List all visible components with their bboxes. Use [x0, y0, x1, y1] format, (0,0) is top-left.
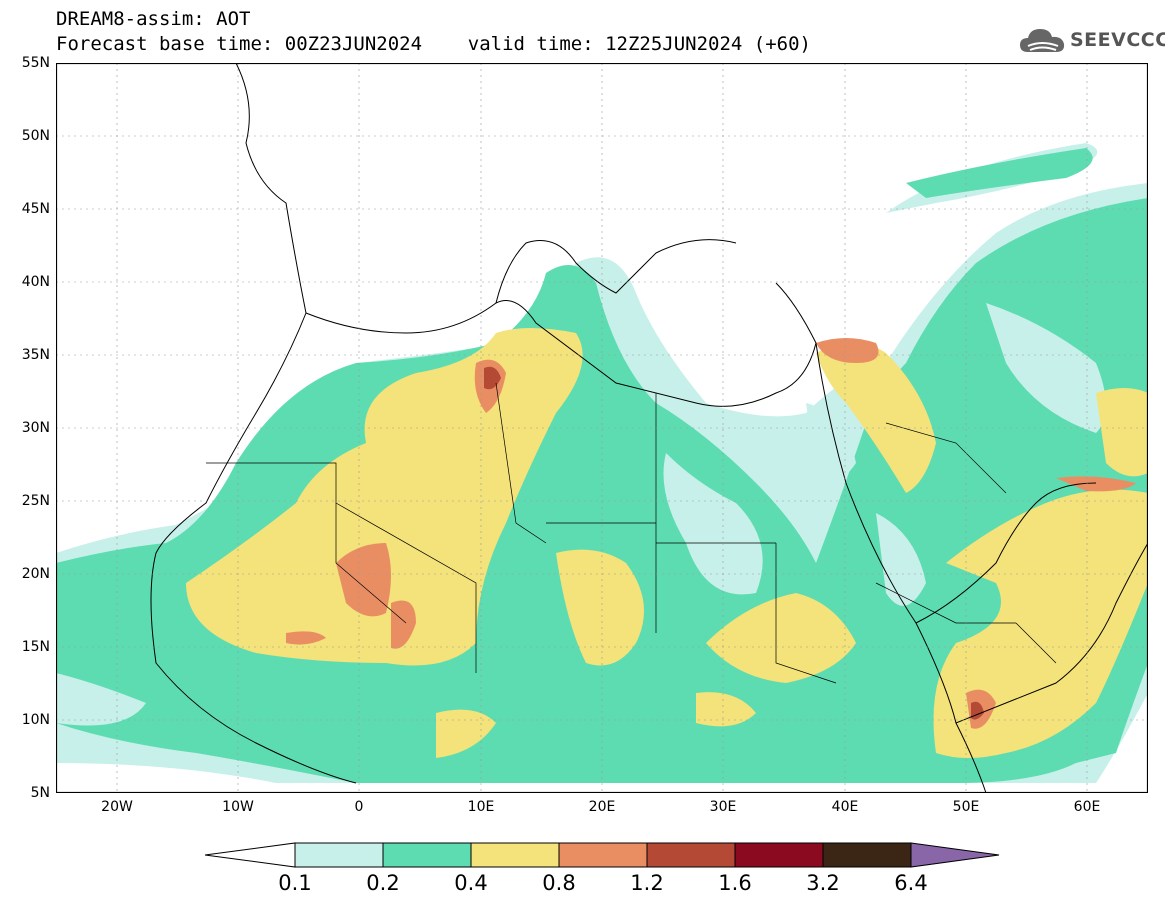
lat-label: 20N	[21, 566, 50, 582]
colorbar-level-label: 6.4	[894, 871, 928, 895]
colorbar-bin	[470, 842, 560, 868]
forecast-time-line: Forecast base time: 00Z23JUN2024 valid t…	[56, 33, 811, 55]
aot-map	[56, 63, 1148, 793]
map-border	[56, 63, 1148, 793]
colorbar-bin	[734, 842, 824, 868]
lon-label: 40E	[831, 799, 859, 815]
colorbar-bin	[382, 842, 472, 868]
lon-label: 20E	[588, 799, 616, 815]
lat-label: 25N	[21, 493, 50, 509]
borders	[206, 382, 1057, 684]
logo-text: SEEVCCC	[1070, 29, 1165, 51]
lat-label: 45N	[21, 201, 50, 217]
lat-label: 5N	[30, 785, 50, 801]
lat-label: 15N	[21, 639, 50, 655]
colorbar-high-arrow	[910, 842, 1000, 868]
lon-label: 30E	[709, 799, 737, 815]
colorbar-level-label: 1.2	[630, 871, 664, 895]
colorbar-bin	[558, 842, 648, 868]
colorbar-level-label: 1.6	[718, 871, 752, 895]
lat-label: 35N	[21, 347, 50, 363]
colorbar-bin	[646, 842, 736, 868]
lat-label: 40N	[21, 274, 50, 290]
colorbar-level-label: 0.4	[454, 871, 488, 895]
lat-label: 30N	[21, 420, 50, 436]
colorbar-level-label: 3.2	[806, 871, 840, 895]
lon-label: 10E	[467, 799, 495, 815]
aot-colorbar	[205, 842, 1000, 868]
seevccc-logo: SEEVCCC	[1018, 24, 1165, 58]
colorbar-level-label: 0.1	[278, 871, 312, 895]
lon-label: 0	[354, 799, 364, 815]
colorbar-bin	[822, 842, 912, 868]
lat-label: 50N	[21, 128, 50, 144]
lon-label: 20W	[101, 799, 133, 815]
model-title: DREAM8-assim: AOT	[56, 8, 251, 30]
colorbar-level-label: 0.8	[542, 871, 576, 895]
colorbar-low-arrow	[205, 842, 296, 868]
lon-label: 60E	[1073, 799, 1101, 815]
colorbar-level-label: 0.2	[366, 871, 400, 895]
cloud-icon	[1020, 29, 1065, 52]
lon-label: 50E	[952, 799, 980, 815]
lat-label: 55N	[21, 55, 50, 71]
coastlines	[150, 63, 1148, 793]
lat-label: 10N	[21, 712, 50, 728]
graticule	[56, 63, 1148, 793]
colorbar-bin	[294, 842, 384, 868]
lon-label: 10W	[222, 799, 254, 815]
